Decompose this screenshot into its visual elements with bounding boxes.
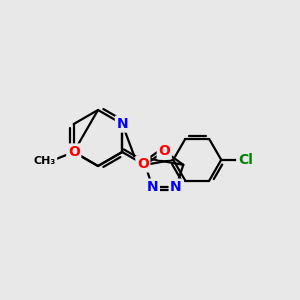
Text: N: N [170,180,182,194]
Text: O: O [137,157,149,171]
Text: O: O [158,144,170,158]
Text: N: N [147,180,158,194]
Text: Cl: Cl [238,153,253,167]
Text: CH₃: CH₃ [34,156,56,166]
Text: N: N [116,117,128,131]
Text: O: O [68,145,80,159]
